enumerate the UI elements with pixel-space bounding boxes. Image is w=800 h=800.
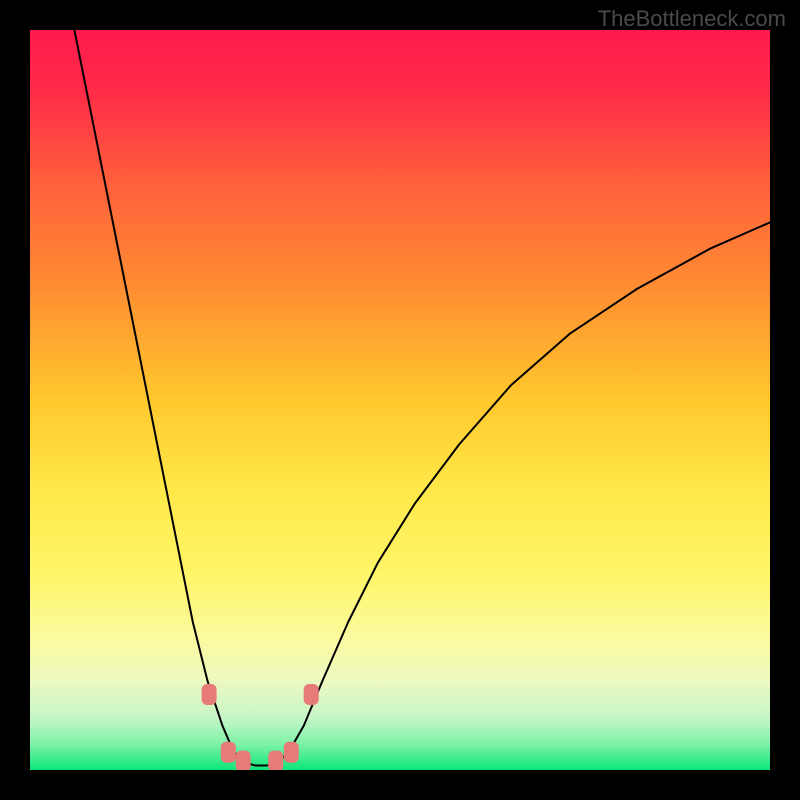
watermark-text: TheBottleneck.com [598, 6, 786, 32]
curve-marker [202, 685, 216, 705]
chart-background [30, 30, 770, 770]
curve-marker [304, 685, 318, 705]
bottleneck-chart [30, 30, 770, 770]
curve-marker [236, 751, 250, 770]
chart-container [30, 30, 770, 770]
curve-marker [269, 751, 283, 770]
curve-marker [284, 742, 298, 762]
curve-marker [221, 742, 235, 762]
